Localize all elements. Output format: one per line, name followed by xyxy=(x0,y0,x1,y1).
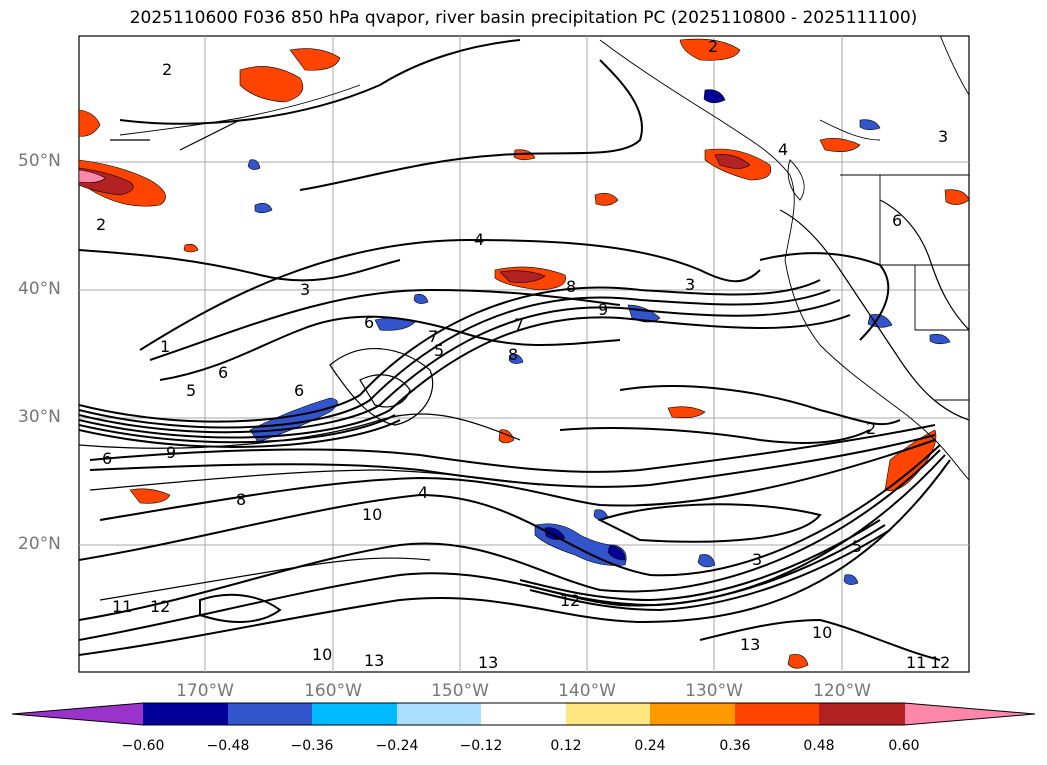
colorbar-outline xyxy=(11,702,1036,726)
map-panel xyxy=(78,35,970,673)
contour-label: 11 xyxy=(906,653,926,672)
contour-label: 3 xyxy=(300,280,310,299)
contour-label: 1 xyxy=(160,337,170,356)
contour-label: 12 xyxy=(560,591,580,610)
colorbar-tick-label: −0.48 xyxy=(206,738,250,754)
contour-label: 2 xyxy=(162,60,172,79)
latitude-label: 20°N xyxy=(18,534,61,554)
colorbar-segment xyxy=(397,703,482,725)
contour-label: 3 xyxy=(752,550,762,569)
colorbar-segment xyxy=(143,703,229,725)
contour-label: 2 xyxy=(866,419,876,438)
contour-label: 8 xyxy=(566,277,576,296)
gridlines xyxy=(79,36,969,672)
contour-label: 7 xyxy=(514,315,524,334)
contour-label: 8 xyxy=(236,490,246,509)
colorbar-tick-label: 0.48 xyxy=(803,738,835,754)
contour-label: 10 xyxy=(362,505,382,524)
colorbar-segment xyxy=(650,703,736,725)
contour-label: 13 xyxy=(364,651,384,670)
colorbar-extend-min xyxy=(12,703,143,725)
qvapor-contours xyxy=(79,39,951,661)
contour-label: 3 xyxy=(685,275,695,294)
contour-label: 4 xyxy=(418,483,428,502)
contour-label: 12 xyxy=(150,597,170,616)
contour-label: 5 xyxy=(852,537,862,556)
colorbar xyxy=(11,702,1036,726)
contour-label: 12 xyxy=(930,653,950,672)
colorbar-tick-label: 0.60 xyxy=(888,738,920,754)
contour-label: 4 xyxy=(778,140,788,159)
contour-label: 5 xyxy=(434,341,444,360)
contour-label: 5 xyxy=(186,381,196,400)
contour-label: 10 xyxy=(812,623,832,642)
longitude-label: 140°W xyxy=(558,681,616,701)
map-title: 2025110600 F036 850 hPa qvapor, river ba… xyxy=(129,8,918,28)
colorbar-segment xyxy=(228,703,313,725)
contour-label: 2 xyxy=(708,37,718,56)
colorbar-tick-label: −0.36 xyxy=(290,738,334,754)
contour-label: 13 xyxy=(740,635,760,654)
contour-label: 10 xyxy=(312,645,332,664)
colorbar-segment xyxy=(481,703,567,725)
latitude-label: 50°N xyxy=(18,151,61,171)
longitude-label: 170°W xyxy=(176,681,234,701)
colorbar-tick-label: −0.60 xyxy=(121,738,165,754)
contour-label: 13 xyxy=(478,653,498,672)
contour-label: 11 xyxy=(112,597,132,616)
colorbar-segment xyxy=(312,703,398,725)
contour-labels: 2 2 2 3 3 4 6 8 9 3 6 7 7 8 6 5 5 6 9 12… xyxy=(96,37,950,672)
contour-label: 3 xyxy=(938,127,948,146)
contour-label: 6 xyxy=(102,449,112,468)
longitude-label: 160°W xyxy=(304,681,362,701)
colorbar-tick-label: 0.12 xyxy=(550,738,582,754)
colorbar-tick-label: 0.24 xyxy=(634,738,666,754)
contour-label: 6 xyxy=(892,211,902,230)
longitude-label: 150°W xyxy=(431,681,489,701)
longitude-label: 120°W xyxy=(813,681,871,701)
contour-label: 6 xyxy=(294,381,304,400)
colorbar-tick-label: −0.24 xyxy=(375,738,419,754)
contour-label: 9 xyxy=(598,300,608,319)
colorbar-tick-label: 0.36 xyxy=(719,738,751,754)
colorbar-extend-max xyxy=(904,703,1035,725)
longitude-label: 130°W xyxy=(685,681,743,701)
coastlines xyxy=(119,36,969,481)
contour-label: 6 xyxy=(218,363,228,382)
contour-label: 8 xyxy=(508,345,518,364)
latitude-label: 40°N xyxy=(18,279,61,299)
colorbar-segment xyxy=(735,703,820,725)
qvapor-contours-thin xyxy=(79,119,969,601)
colorbar-tick-label: −0.12 xyxy=(459,738,503,754)
contour-label: 2 xyxy=(96,215,106,234)
colorbar-segment xyxy=(819,703,905,725)
contour-label: 6 xyxy=(364,313,374,332)
contour-label: 4 xyxy=(474,230,484,249)
latitude-label: 30°N xyxy=(18,407,61,427)
colorbar-segment xyxy=(566,703,651,725)
contour-label: 9 xyxy=(166,443,176,462)
contour-label: 7 xyxy=(428,327,438,346)
